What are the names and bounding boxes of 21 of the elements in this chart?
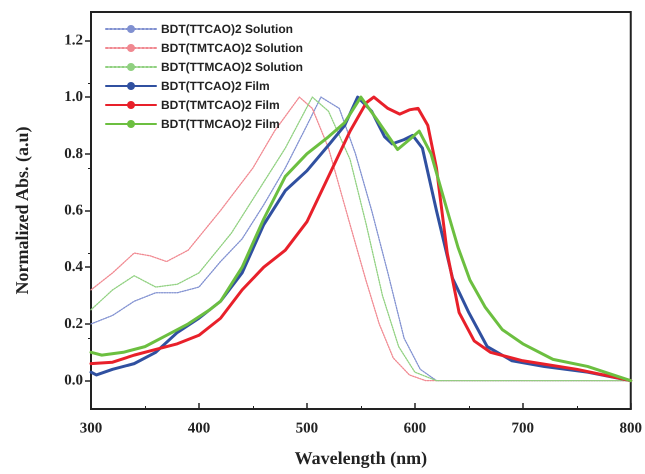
x-tick-label: 800 [620,420,642,436]
y-tick-label: 0.2 [64,316,83,332]
y-tick-label: 1.0 [64,89,83,106]
legend-label: BDT(TTMCAO)2 Film [161,117,280,131]
y-tick-label: 1.2 [64,32,83,48]
y-tick-label: 0.6 [64,202,84,218]
x-tick-label: 300 [80,420,102,436]
y-tick-label: 0.8 [64,146,83,162]
x-tick-label: 700 [512,420,534,436]
legend-label: BDT(TMTCAO)2 Solution [161,41,303,55]
legend-label: BDT(TTCAO)2 Solution [161,22,293,36]
legend-label: BDT(TTMCAO)2 Solution [161,60,303,74]
x-tick-label: 500 [296,420,318,436]
x-axis-title: Wavelength (nm) [294,448,428,468]
x-tick-label: 400 [188,420,210,436]
y-tick-label: 0.0 [64,372,83,389]
x-tick-label: 600 [404,420,426,436]
legend-label: BDT(TTCAO)2 Film [161,79,270,93]
legend-label: BDT(TMTCAO)2 Film [161,98,280,112]
y-tick-label: 0.4 [64,259,84,276]
y-axis-title: Normalized Abs. (a.u) [12,126,32,294]
